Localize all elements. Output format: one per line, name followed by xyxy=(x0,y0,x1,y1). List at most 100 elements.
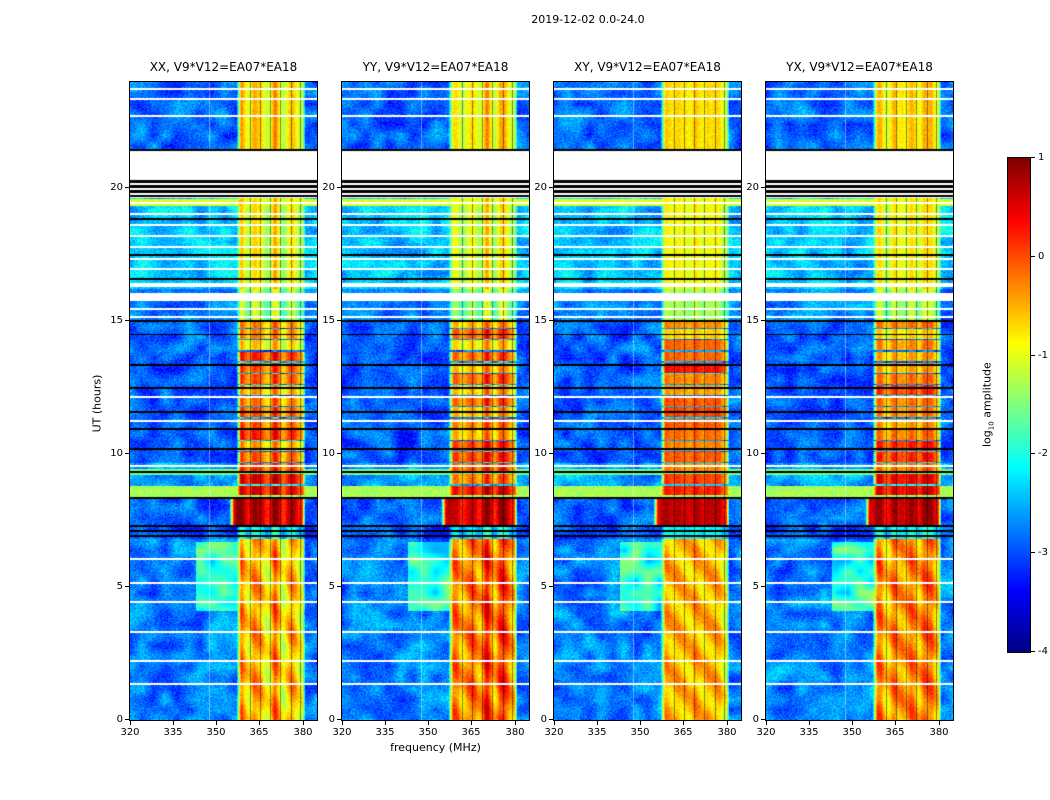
x-tick-mark xyxy=(515,721,516,725)
colorbar-label-sub: 10 xyxy=(987,421,996,431)
x-tick-label: 365 xyxy=(461,727,481,738)
x-tick-label: 380 xyxy=(717,727,737,738)
colorbar-tick-label: -1 xyxy=(1038,350,1048,361)
x-tick-mark xyxy=(895,721,896,725)
colorbar-tick-label: 0 xyxy=(1038,251,1045,262)
x-tick-mark xyxy=(216,721,217,725)
y-tick-label: 0 xyxy=(752,714,759,725)
x-tick-mark xyxy=(597,721,598,725)
colorbar-label-post: amplitude xyxy=(980,362,994,422)
colorbar-canvas xyxy=(1008,158,1030,652)
spectrogram-canvas-1 xyxy=(130,82,317,720)
colorbar-frame xyxy=(1007,157,1031,653)
y-tick-label: 10 xyxy=(534,448,547,459)
panel-frame-2 xyxy=(341,81,530,721)
y-tick-mark xyxy=(125,320,129,321)
x-tick-label: 350 xyxy=(418,727,438,738)
y-tick-mark xyxy=(337,187,341,188)
x-tick-label: 365 xyxy=(885,727,905,738)
colorbar-tick-label: 1 xyxy=(1038,152,1045,163)
x-tick-label: 335 xyxy=(163,727,183,738)
spectrogram-canvas-3 xyxy=(554,82,741,720)
colorbar-tick-mark xyxy=(1031,552,1035,553)
panel-title-2: YY, V9*V12=EA07*EA18 xyxy=(362,60,509,74)
y-tick-label: 10 xyxy=(746,448,759,459)
x-tick-mark xyxy=(852,721,853,725)
y-tick-mark xyxy=(125,719,129,720)
x-tick-label: 380 xyxy=(505,727,525,738)
x-tick-label: 350 xyxy=(630,727,650,738)
x-tick-mark xyxy=(342,721,343,725)
x-tick-mark xyxy=(640,721,641,725)
colorbar-tick-label: -4 xyxy=(1038,646,1048,657)
x-tick-label: 350 xyxy=(842,727,862,738)
y-tick-label: 15 xyxy=(322,315,335,326)
y-tick-label: 10 xyxy=(322,448,335,459)
y-tick-label: 20 xyxy=(322,182,335,193)
x-tick-label: 365 xyxy=(673,727,693,738)
x-tick-label: 335 xyxy=(587,727,607,738)
panel-title-3: XY, V9*V12=EA07*EA18 xyxy=(574,60,721,74)
y-tick-mark xyxy=(549,453,553,454)
panel-frame-4 xyxy=(765,81,954,721)
x-tick-mark xyxy=(303,721,304,725)
y-tick-mark xyxy=(761,586,765,587)
y-tick-mark xyxy=(761,320,765,321)
x-tick-label: 320 xyxy=(332,727,352,738)
panel-title-1: XX, V9*V12=EA07*EA18 xyxy=(149,60,298,74)
colorbar-tick-mark xyxy=(1031,256,1035,257)
y-tick-mark xyxy=(125,586,129,587)
x-tick-label: 365 xyxy=(249,727,269,738)
y-tick-mark xyxy=(337,719,341,720)
colorbar-tick-label: -3 xyxy=(1038,547,1048,558)
panel-frame-1 xyxy=(129,81,318,721)
x-tick-label: 380 xyxy=(293,727,313,738)
y-tick-mark xyxy=(125,187,129,188)
x-tick-label: 335 xyxy=(799,727,819,738)
y-tick-label: 5 xyxy=(540,581,547,592)
spectrogram-canvas-2 xyxy=(342,82,529,720)
x-tick-mark xyxy=(471,721,472,725)
x-tick-mark xyxy=(259,721,260,725)
y-tick-mark xyxy=(761,187,765,188)
x-tick-mark xyxy=(173,721,174,725)
colorbar-tick-mark xyxy=(1031,453,1035,454)
y-tick-label: 15 xyxy=(534,315,547,326)
y-tick-label: 10 xyxy=(110,448,123,459)
y-tick-mark xyxy=(125,453,129,454)
y-tick-label: 5 xyxy=(752,581,759,592)
y-tick-mark xyxy=(549,320,553,321)
y-tick-label: 0 xyxy=(540,714,547,725)
colorbar-tick-mark xyxy=(1031,651,1035,652)
x-tick-label: 350 xyxy=(206,727,226,738)
x-tick-label: 320 xyxy=(120,727,140,738)
y-tick-label: 20 xyxy=(110,182,123,193)
x-tick-mark xyxy=(130,721,131,725)
x-axis-label: frequency (MHz) xyxy=(390,741,481,754)
y-tick-mark xyxy=(549,187,553,188)
x-tick-label: 320 xyxy=(756,727,776,738)
x-tick-mark xyxy=(385,721,386,725)
y-tick-label: 15 xyxy=(746,315,759,326)
figure-title: 2019-12-02 0.0-24.0 xyxy=(531,13,645,26)
y-tick-label: 0 xyxy=(116,714,123,725)
x-tick-mark xyxy=(766,721,767,725)
y-axis-label: UT (hours) xyxy=(90,374,104,433)
y-tick-label: 15 xyxy=(110,315,123,326)
colorbar-tick-label: -2 xyxy=(1038,448,1048,459)
y-tick-mark xyxy=(761,719,765,720)
spectrogram-canvas-4 xyxy=(766,82,953,720)
x-tick-mark xyxy=(683,721,684,725)
colorbar-tick-mark xyxy=(1031,157,1035,158)
y-tick-mark xyxy=(761,453,765,454)
x-tick-label: 320 xyxy=(544,727,564,738)
y-tick-mark xyxy=(337,586,341,587)
y-tick-label: 5 xyxy=(116,581,123,592)
y-tick-mark xyxy=(549,586,553,587)
x-tick-mark xyxy=(428,721,429,725)
x-tick-label: 380 xyxy=(929,727,949,738)
x-tick-mark xyxy=(809,721,810,725)
colorbar-label-pre: log xyxy=(980,430,994,447)
x-tick-mark xyxy=(939,721,940,725)
